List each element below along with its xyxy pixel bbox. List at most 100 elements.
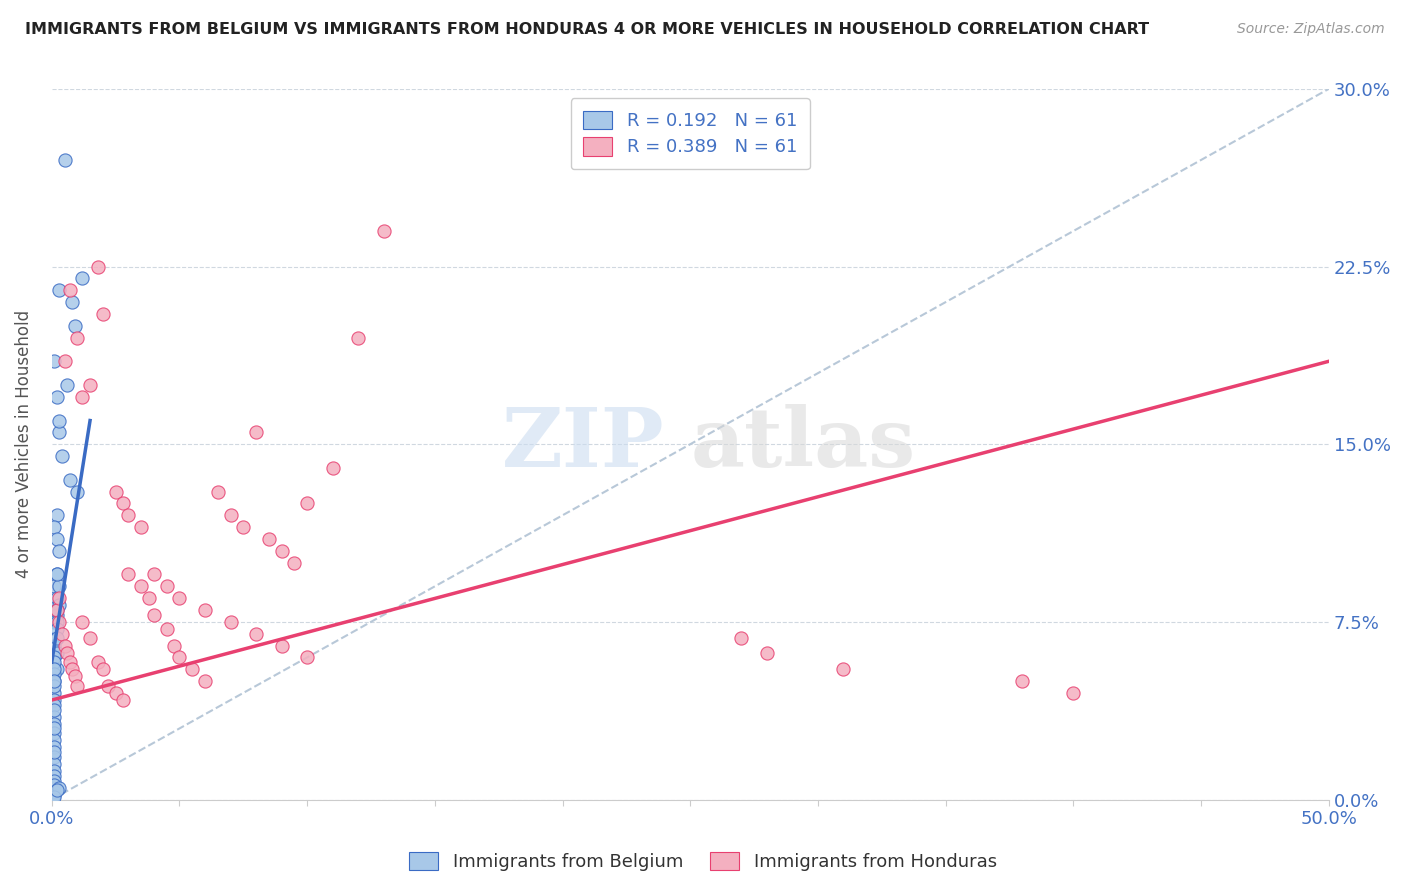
Point	[59, 655, 82, 669]
Point	[72, 271, 94, 285]
Point	[142, 607, 165, 622]
Point	[45, 390, 67, 404]
Y-axis label: 4 or more Vehicles in Household: 4 or more Vehicles in Household	[15, 310, 32, 578]
Point	[45, 646, 67, 660]
Point	[104, 686, 127, 700]
Point	[163, 639, 186, 653]
Point	[45, 662, 67, 676]
Point	[48, 599, 70, 613]
Point	[832, 662, 855, 676]
Point	[117, 508, 139, 523]
Point	[129, 520, 152, 534]
Point	[44, 662, 66, 676]
Point	[44, 726, 66, 740]
Point	[44, 740, 66, 755]
Point	[44, 750, 66, 764]
Point	[219, 615, 242, 629]
Point	[48, 615, 70, 629]
Point	[56, 646, 79, 660]
Point	[45, 567, 67, 582]
Point	[169, 591, 191, 606]
Point	[112, 496, 135, 510]
Point	[66, 330, 89, 344]
Point	[45, 508, 67, 523]
Point	[51, 626, 73, 640]
Point	[44, 756, 66, 771]
Point	[194, 603, 217, 617]
Point	[44, 698, 66, 712]
Point	[66, 484, 89, 499]
Point	[87, 260, 110, 274]
Legend: Immigrants from Belgium, Immigrants from Honduras: Immigrants from Belgium, Immigrants from…	[402, 845, 1004, 879]
Point	[755, 646, 778, 660]
Point	[44, 639, 66, 653]
Point	[112, 693, 135, 707]
Point	[44, 615, 66, 629]
Point	[270, 639, 292, 653]
Point	[44, 773, 66, 788]
Point	[44, 785, 66, 799]
Point	[129, 579, 152, 593]
Point	[44, 579, 66, 593]
Point	[44, 769, 66, 783]
Point	[63, 669, 86, 683]
Point	[44, 354, 66, 368]
Point	[44, 764, 66, 778]
Point	[72, 390, 94, 404]
Point	[245, 425, 267, 440]
Point	[232, 520, 254, 534]
Point	[295, 650, 318, 665]
Point	[45, 622, 67, 636]
Point	[44, 733, 66, 747]
Point	[104, 484, 127, 499]
Point	[44, 790, 66, 805]
Point	[45, 591, 67, 606]
Point	[45, 615, 67, 629]
Text: ZIP: ZIP	[502, 404, 665, 484]
Point	[44, 716, 66, 731]
Point	[44, 745, 66, 759]
Point	[48, 780, 70, 795]
Point	[45, 607, 67, 622]
Point	[117, 567, 139, 582]
Point	[45, 603, 67, 617]
Legend: R = 0.192   N = 61, R = 0.389   N = 61: R = 0.192 N = 61, R = 0.389 N = 61	[571, 98, 810, 169]
Point	[79, 378, 101, 392]
Point	[44, 667, 66, 681]
Point	[156, 579, 179, 593]
Point	[53, 354, 76, 368]
Point	[283, 556, 305, 570]
Point	[63, 318, 86, 333]
Point	[270, 543, 292, 558]
Point	[45, 567, 67, 582]
Point	[373, 224, 395, 238]
Point	[48, 413, 70, 427]
Point	[44, 693, 66, 707]
Point	[44, 674, 66, 689]
Point	[44, 679, 66, 693]
Point	[219, 508, 242, 523]
Point	[44, 702, 66, 716]
Point	[48, 543, 70, 558]
Point	[1062, 686, 1084, 700]
Point	[45, 603, 67, 617]
Point	[44, 655, 66, 669]
Point	[45, 632, 67, 646]
Point	[194, 674, 217, 689]
Point	[257, 532, 280, 546]
Point	[44, 709, 66, 723]
Point	[97, 679, 120, 693]
Point	[44, 650, 66, 665]
Text: IMMIGRANTS FROM BELGIUM VS IMMIGRANTS FROM HONDURAS 4 OR MORE VEHICLES IN HOUSEH: IMMIGRANTS FROM BELGIUM VS IMMIGRANTS FR…	[25, 22, 1150, 37]
Point	[156, 622, 179, 636]
Point	[245, 626, 267, 640]
Point	[56, 378, 79, 392]
Point	[207, 484, 229, 499]
Point	[66, 679, 89, 693]
Point	[91, 307, 114, 321]
Point	[48, 579, 70, 593]
Point	[45, 783, 67, 797]
Point	[87, 655, 110, 669]
Point	[730, 632, 752, 646]
Point	[44, 674, 66, 689]
